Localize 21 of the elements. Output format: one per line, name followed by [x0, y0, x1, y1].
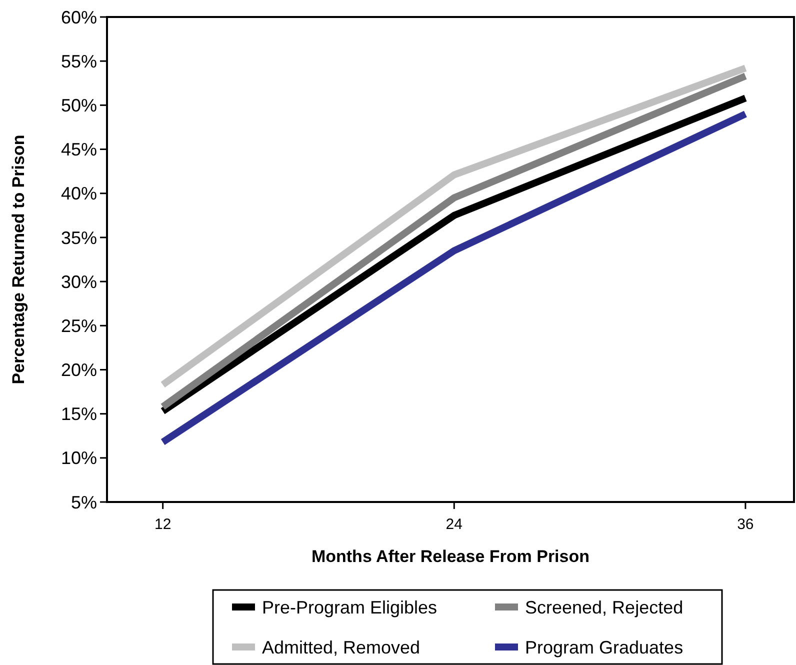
y-tick-label: 30% [60, 272, 97, 292]
x-tick-label: 24 [446, 516, 462, 533]
x-tick-label: 12 [154, 516, 172, 533]
y-tick-label: 20% [60, 360, 97, 380]
y-tick-label: 55% [60, 51, 97, 72]
y-tick-label: 35% [60, 228, 97, 248]
x-tick-label: 36 [737, 516, 754, 533]
legend-label: Admitted, Removed [262, 637, 420, 658]
y-tick-label: 45% [60, 140, 97, 160]
y-tick-label: 10% [60, 448, 97, 468]
y-tick-label: 25% [60, 316, 97, 336]
y-tick-label: 40% [60, 184, 97, 204]
y-tick-label: 50% [60, 95, 97, 116]
y-tick-label: 5% [70, 492, 97, 512]
y-tick-label: 60% [60, 7, 97, 28]
legend-label: Pre-Program Eligibles [262, 597, 438, 618]
legend-label: Program Graduates [525, 637, 684, 658]
y-tick-label: 15% [60, 404, 97, 424]
y-axis-title: Percentage Returned to Prison [9, 134, 28, 384]
legend-label: Screened, Rejected [525, 597, 684, 618]
x-axis-title: Months After Release From Prison [311, 547, 590, 566]
